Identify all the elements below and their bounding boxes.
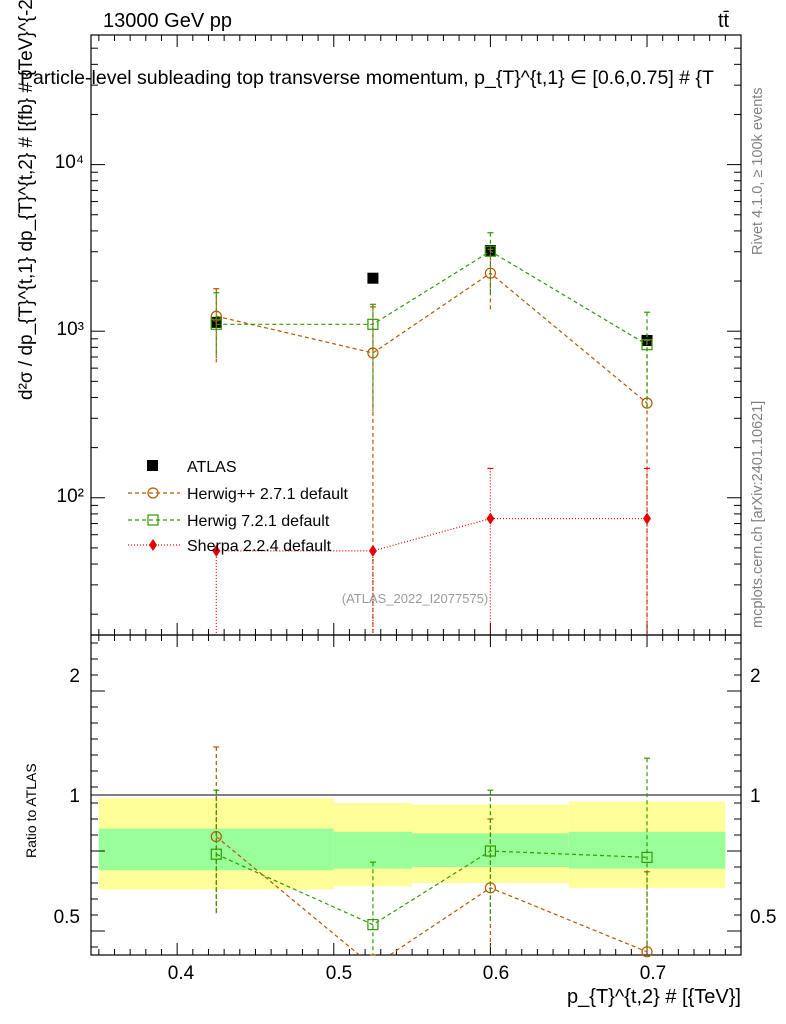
ratio-y-tick-label-left: 2 xyxy=(69,666,80,687)
herwigpp-main-line xyxy=(216,272,648,404)
x-axis-label: p_{T}^{t,2} # [{TeV}] xyxy=(567,986,741,1008)
main-y-tick-label: 10³ xyxy=(57,319,84,340)
ratio-y-tick-label-right: 1 xyxy=(750,786,761,807)
herwig7-point xyxy=(641,339,653,351)
herwig7-ratio-point xyxy=(484,845,496,857)
legend-label-herwigpp: Herwig++ 2.7.1 default xyxy=(187,486,349,503)
main-y-axis-label: d²σ / dp_{T}^{t,1} dp_{T}^{t,2} # [{fb} … xyxy=(16,0,37,400)
herwig7-ratio-point xyxy=(641,851,653,864)
plot-title: Particle-level subleading top transverse… xyxy=(20,67,714,89)
herwig7-main-line xyxy=(216,250,648,346)
legend-label-herwig7: Herwig 7.2.1 default xyxy=(187,513,330,530)
herwig7-point xyxy=(367,318,379,330)
herwig7-point xyxy=(210,318,222,330)
ratio-series xyxy=(210,746,653,958)
legend-label-sherpa: Sherpa 2.2.4 default xyxy=(187,538,332,555)
legend-atlas-marker xyxy=(147,460,158,471)
sherpa-point xyxy=(643,512,652,525)
sherpa-main-line xyxy=(216,517,648,552)
ratio-y-tick-label-left: 0.5 xyxy=(54,907,80,928)
sherpa-point xyxy=(212,544,221,557)
sherpa-point xyxy=(486,512,495,525)
main-series xyxy=(210,232,653,635)
process-label: tt̄ xyxy=(718,10,730,32)
herwig7-ratio-point xyxy=(210,848,222,860)
axis-ticks xyxy=(91,34,741,955)
ratio-y-tick-label-left: 1 xyxy=(69,786,80,807)
herwigpp-ratio-point xyxy=(641,946,653,958)
x-tick-label: 0.4 xyxy=(168,963,195,984)
herwig7-point xyxy=(484,245,496,257)
herwig7-ratio-line xyxy=(216,850,648,926)
legend-herwigpp-marker xyxy=(147,487,159,499)
ratio-y-tick-label-right: 2 xyxy=(750,666,761,687)
x-tick-label: 0.7 xyxy=(640,963,666,984)
ratio-y-tick-label-right: 0.5 xyxy=(750,907,776,928)
ratio-y-axis-label: Ratio to ATLAS xyxy=(23,763,39,858)
legend-sherpa-marker xyxy=(149,539,157,551)
energy-label: 13000 GeV pp xyxy=(103,10,232,32)
main-y-tick-label: 10² xyxy=(57,486,84,507)
rivet-version-label: Rivet 4.1.0, ≥ 100k events xyxy=(750,87,766,255)
legend-label-atlas: ATLAS xyxy=(187,459,237,476)
sherpa-point xyxy=(368,544,377,557)
legend-herwig7-marker xyxy=(147,514,159,526)
ratio-uncertainty-bands xyxy=(98,798,726,890)
analysis-watermark: (ATLAS_2022_I2077575) xyxy=(342,591,488,606)
ratio-plot-frame xyxy=(90,634,742,956)
main-y-tick-label: 10⁴ xyxy=(55,152,84,173)
herwig7-ratio-point xyxy=(367,918,379,931)
x-tick-label: 0.5 xyxy=(326,963,352,984)
legend: ATLAS Herwig++ 2.7.1 default Herwig 7.2.… xyxy=(128,459,349,555)
mcplots-label: mcplots.cern.ch [arXiv:2401.10621] xyxy=(750,401,766,628)
x-tick-label: 0.6 xyxy=(483,963,509,984)
atlas-point xyxy=(367,272,379,284)
herwigpp-ratio-line xyxy=(215,836,648,955)
